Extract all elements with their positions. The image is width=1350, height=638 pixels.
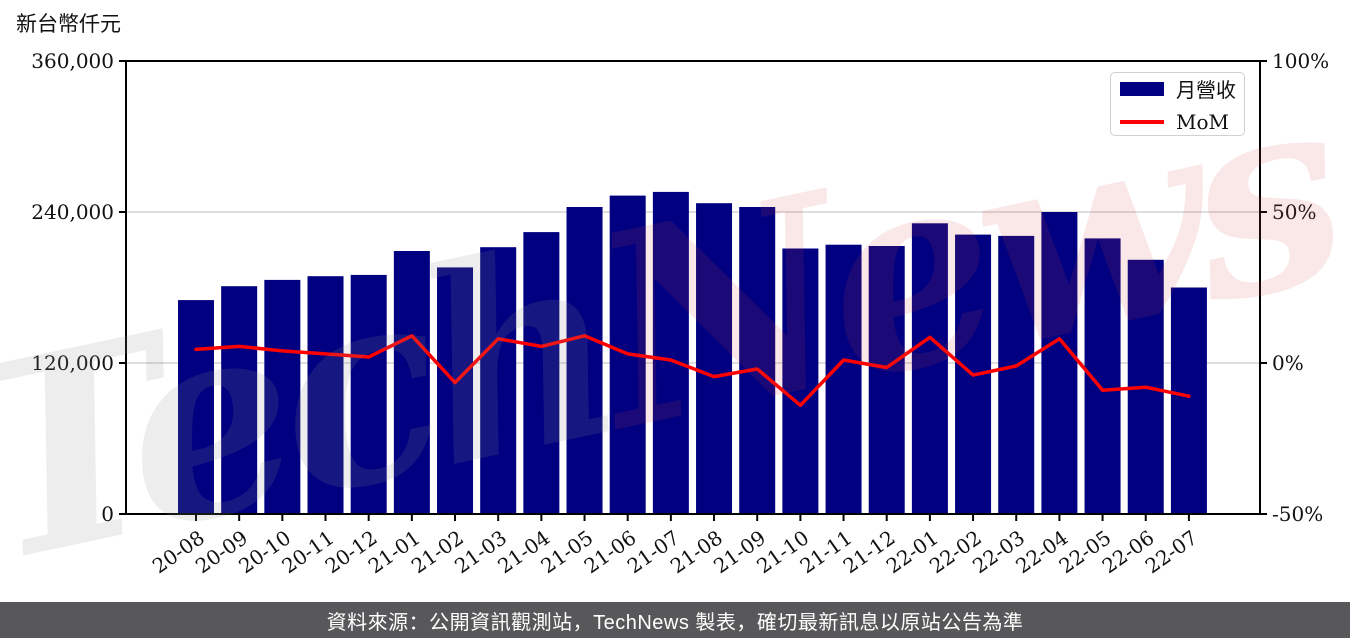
revenue-bar-21-07 <box>652 191 689 514</box>
y-left-tick-label: 360,000 <box>31 49 114 73</box>
revenue-bar-22-04 <box>1041 212 1078 514</box>
legend-item-mom: MoM <box>1111 110 1244 134</box>
y-axis-unit-label: 新台幣仟元 <box>16 12 121 36</box>
y-left-tick-label: 240,000 <box>31 200 114 224</box>
revenue-bar-21-04 <box>523 232 560 514</box>
revenue-bar-22-01 <box>911 223 948 515</box>
legend: 月營收 MoM <box>1110 72 1245 136</box>
mom-line-swatch <box>1120 119 1164 125</box>
legend-item-revenue: 月營收 <box>1111 74 1244 103</box>
source-caption: 資料來源：公開資訊觀測站，TechNews 製表，確切最新訊息以原站公告為準 <box>0 602 1350 638</box>
y-left-tick-label: 120,000 <box>31 351 114 375</box>
revenue-bar-20-12 <box>350 274 387 514</box>
revenue-bar-21-02 <box>437 267 474 514</box>
revenue-bar-21-09 <box>739 207 776 514</box>
y-right-tick-label: -50% <box>1272 502 1323 526</box>
revenue-bar-21-08 <box>696 203 733 514</box>
y-right-tick-label: 100% <box>1272 49 1329 73</box>
revenue-bar-21-11 <box>825 244 862 514</box>
plot-frame <box>125 60 1261 515</box>
revenue-bar-20-08 <box>178 300 214 514</box>
revenue-bar-21-12 <box>868 246 905 514</box>
revenue-bar-20-11 <box>307 276 344 514</box>
revenue-bar-20-10 <box>264 279 301 514</box>
mom-line <box>194 334 1191 408</box>
revenue-bar-swatch <box>1120 81 1164 96</box>
revenue-bar-21-01 <box>393 251 430 514</box>
revenue-bar-22-07 <box>1170 287 1207 514</box>
revenue-bar-22-03 <box>998 235 1035 514</box>
revenue-bar-21-03 <box>480 247 517 514</box>
revenue-bar-21-05 <box>566 207 603 514</box>
revenue-bar-20-09 <box>221 286 258 514</box>
revenue-bar-21-10 <box>782 248 819 514</box>
legend-label-revenue: 月營收 <box>1176 78 1236 102</box>
y-right-tick-label: 0% <box>1272 351 1304 375</box>
y-left-tick-label: 0 <box>101 502 114 526</box>
y-right-tick-label: 50% <box>1272 200 1316 224</box>
legend-label-mom: MoM <box>1176 110 1229 134</box>
